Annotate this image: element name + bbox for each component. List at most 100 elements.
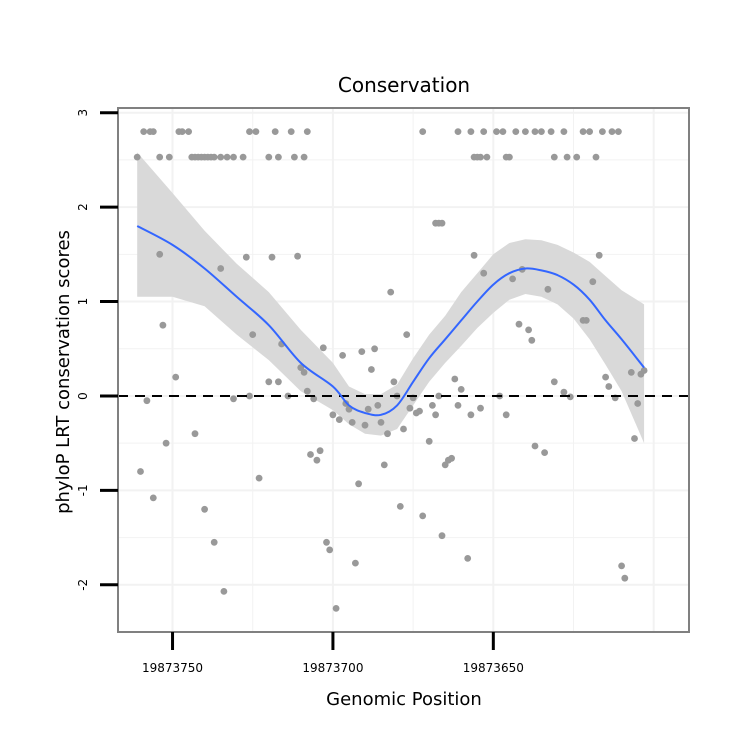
data-point <box>480 269 488 277</box>
y-tick-label: -1 <box>76 484 90 496</box>
data-point <box>249 331 257 338</box>
y-tick-label: 1 <box>76 298 90 306</box>
data-point <box>335 416 343 423</box>
data-point <box>493 128 500 136</box>
data-point <box>384 430 391 438</box>
data-point <box>326 546 334 554</box>
data-point <box>323 538 330 546</box>
data-point <box>560 128 568 136</box>
data-point <box>429 402 436 409</box>
data-point <box>390 378 398 386</box>
data-point <box>579 128 587 136</box>
data-point <box>592 153 600 161</box>
data-point <box>172 373 180 381</box>
data-point <box>550 378 558 386</box>
data-point <box>438 219 446 227</box>
data-point <box>303 387 311 395</box>
data-point <box>217 153 225 161</box>
data-point <box>210 538 218 546</box>
data-point <box>156 250 164 258</box>
data-point <box>159 321 167 329</box>
data-point <box>448 454 455 462</box>
data-point <box>133 153 141 161</box>
data-point <box>403 331 411 338</box>
data-point <box>275 153 282 161</box>
data-point <box>550 153 558 161</box>
data-point <box>627 369 635 376</box>
data-point <box>165 153 173 161</box>
data-point <box>509 275 516 283</box>
data-point <box>531 128 539 136</box>
data-point <box>246 392 253 400</box>
data-point <box>185 128 193 136</box>
data-point <box>380 461 388 469</box>
data-point <box>599 128 606 136</box>
x-tick-label: 19873650 <box>463 661 524 675</box>
data-point <box>416 407 423 415</box>
data-point <box>319 344 327 352</box>
x-tick-label: 19873700 <box>302 661 363 675</box>
data-point <box>230 153 237 161</box>
data-point <box>332 605 340 612</box>
data-point <box>140 128 148 136</box>
data-point <box>522 128 529 136</box>
data-point <box>339 352 346 359</box>
data-point <box>178 128 186 136</box>
data-point <box>316 447 324 455</box>
data-point <box>573 153 581 161</box>
data-point <box>528 336 536 344</box>
data-point <box>631 435 638 442</box>
data-point <box>640 367 648 374</box>
data-point <box>246 128 253 136</box>
data-point <box>156 153 164 161</box>
data-point <box>223 153 231 161</box>
data-point <box>512 128 520 136</box>
y-axis-title: phyloP LRT conservation scores <box>53 230 74 514</box>
data-point <box>242 253 250 261</box>
smooth-line <box>136 225 645 417</box>
data-point <box>358 348 366 355</box>
overlay-layer <box>118 225 689 417</box>
data-point <box>348 419 356 426</box>
chart-title: Conservation <box>338 73 470 97</box>
data-point <box>595 251 603 259</box>
data-point <box>265 378 273 386</box>
data-point <box>300 369 308 376</box>
data-point <box>310 395 318 403</box>
data-point <box>602 373 609 381</box>
data-point <box>162 439 170 447</box>
data-point <box>406 404 414 412</box>
data-point <box>419 512 427 520</box>
data-point <box>329 411 337 419</box>
data-point <box>470 251 478 259</box>
data-point <box>582 317 590 324</box>
data-point <box>239 153 247 161</box>
data-point <box>560 388 568 396</box>
data-point <box>589 278 597 286</box>
x-tick-label: 19873750 <box>142 661 203 675</box>
data-point <box>230 395 237 403</box>
data-point <box>515 320 523 328</box>
data-point <box>480 128 488 136</box>
data-point <box>275 378 282 386</box>
data-point <box>547 128 555 136</box>
data-point <box>297 364 305 371</box>
y-tick-label: 2 <box>76 203 90 211</box>
plot-panel <box>118 108 689 632</box>
data-point <box>217 265 225 272</box>
data-point <box>210 153 218 161</box>
data-point <box>300 153 308 161</box>
data-point <box>255 474 263 482</box>
data-point <box>352 559 359 567</box>
data-point <box>608 128 616 136</box>
data-point <box>531 442 539 450</box>
data-point <box>355 480 362 488</box>
data-point <box>502 411 510 419</box>
data-point <box>396 503 404 510</box>
data-point <box>634 400 642 407</box>
data-point <box>265 153 273 161</box>
data-point <box>477 153 484 161</box>
data-point <box>544 285 552 293</box>
data-point <box>432 411 439 419</box>
data-point <box>605 383 613 390</box>
